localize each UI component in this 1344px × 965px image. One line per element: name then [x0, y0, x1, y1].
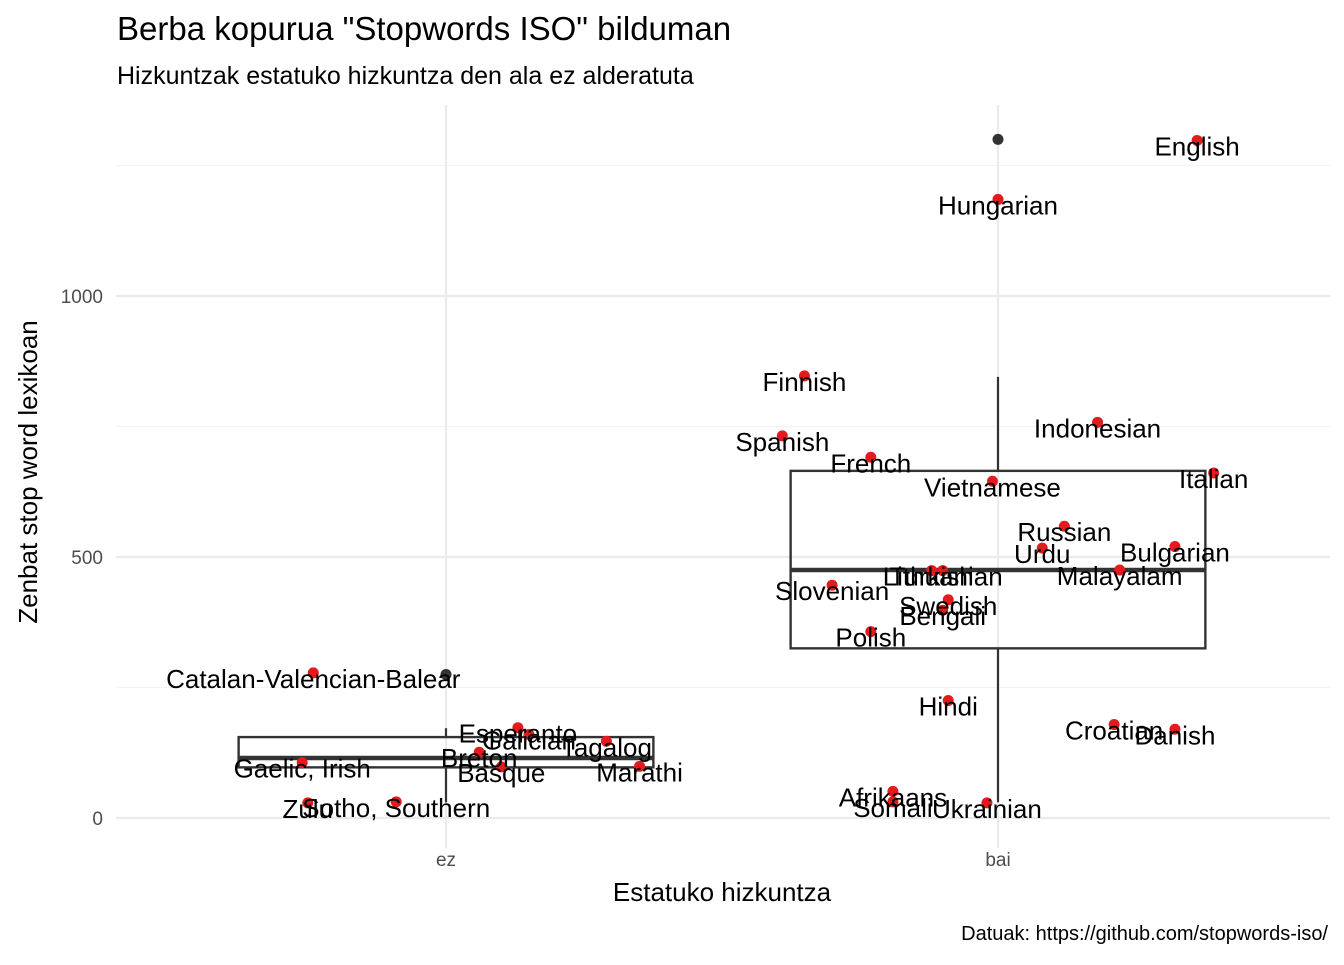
data-point [523, 728, 535, 740]
point-labels: Catalan-Valencian-Balear EsperantoGalicia… [166, 131, 1248, 823]
data-points [296, 134, 1220, 809]
point-label: Breton [441, 743, 518, 773]
y-tick-label: 0 [92, 809, 103, 830]
data-point [390, 796, 402, 808]
grid-lines [116, 105, 1330, 848]
chart-caption: Datuak: https://github.com/stopwords-iso… [961, 923, 1328, 945]
point-label: Vietnamese [924, 472, 1061, 502]
data-point [634, 760, 646, 772]
data-point [926, 565, 938, 577]
x-axis-title: Estatuko hizkuntza [613, 877, 832, 907]
data-point [937, 604, 949, 616]
point-label: Polish [835, 623, 906, 653]
data-point [600, 735, 612, 747]
box-iqr [789, 469, 1207, 650]
point-label: Russian [1017, 517, 1111, 547]
data-point [473, 746, 485, 758]
point-label: Lithuanian [883, 562, 1003, 592]
data-point [1191, 134, 1203, 146]
data-point [986, 475, 998, 487]
data-point [1114, 564, 1126, 576]
data-point [1169, 723, 1181, 735]
point-label: Malayalam [1057, 561, 1183, 591]
data-point [887, 796, 899, 808]
data-point [942, 594, 954, 606]
point-label: Swedish [899, 591, 997, 621]
point-label: Hungarian [938, 190, 1058, 220]
point-label: Galician [482, 725, 576, 755]
x-tick-label: ez [436, 850, 456, 871]
boxplot-ez [237, 668, 655, 803]
point-label: Somali [853, 793, 932, 823]
data-point [296, 757, 308, 769]
axis-ticks: 0 500 1000 ez bai [61, 287, 1011, 871]
data-point [992, 193, 1004, 205]
data-point [798, 370, 810, 382]
y-tick-label: 500 [71, 548, 103, 569]
data-point [1092, 416, 1104, 428]
point-label: Finnish [763, 367, 847, 397]
data-point [887, 785, 899, 797]
point-label: Croatian [1065, 716, 1163, 746]
data-point [1036, 542, 1048, 554]
y-tick-label: 1000 [61, 287, 103, 308]
point-label: Danish [1134, 720, 1215, 750]
data-point [937, 565, 949, 577]
point-label: Bengali [899, 601, 986, 631]
point-label: Zulu [282, 794, 333, 824]
box-iqr [237, 735, 655, 769]
point-label: Afrikaans [839, 782, 947, 812]
data-point [981, 797, 993, 809]
point-label: Bulgarian [1120, 538, 1230, 568]
point-label: Slovenian [775, 576, 889, 606]
data-point [307, 667, 319, 679]
point-label: Basque [457, 758, 545, 788]
data-point [865, 626, 877, 638]
point-label: Ukrainian [932, 794, 1042, 824]
data-point [302, 797, 314, 809]
point-label: Sotho, Southern [302, 793, 490, 823]
point-label: Marathi [596, 757, 683, 787]
data-point [512, 722, 524, 734]
data-point [1169, 541, 1181, 553]
x-tick-label: bai [985, 850, 1010, 871]
point-label: Esperanto [459, 719, 578, 749]
point-label: Gaelic, Irish [234, 754, 371, 784]
y-axis-title: Zenbat stop word lexikoan [13, 320, 43, 624]
chart-title: Berba kopurua "Stopwords ISO" bilduman [117, 10, 731, 47]
outlier-point [440, 668, 452, 680]
point-label: Urdu [1014, 539, 1070, 569]
boxplot-bai [789, 133, 1207, 803]
point-label: Catalan-Valencian-Balear [166, 664, 461, 694]
data-point [776, 430, 788, 442]
outlier-point [992, 133, 1004, 145]
data-point [1108, 719, 1120, 731]
data-point [826, 579, 838, 591]
point-label: Spanish [735, 427, 829, 457]
chart-subtitle: Hizkuntzak estatuko hizkuntza den ala ez… [117, 62, 694, 90]
data-point [495, 761, 507, 773]
point-label: English [1154, 131, 1239, 161]
point-label: Hindi [919, 692, 978, 722]
data-point [942, 695, 954, 707]
data-point [865, 451, 877, 463]
data-point [1058, 520, 1070, 532]
data-point [1208, 467, 1220, 479]
point-label: Indonesian [1034, 413, 1161, 443]
point-label: Tagalog [561, 732, 652, 762]
point-label: French [830, 448, 911, 478]
point-label: Italian [1179, 464, 1248, 494]
point-label: Turkish [889, 562, 973, 592]
boxplots [237, 133, 1207, 803]
